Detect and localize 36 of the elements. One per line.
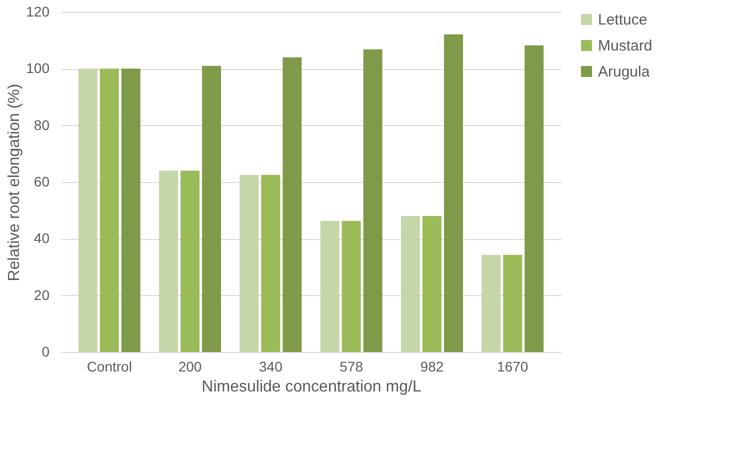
bar — [503, 254, 522, 352]
bar — [400, 216, 420, 352]
x-tick-label: 340 — [259, 358, 283, 374]
bar — [422, 216, 442, 352]
bar — [524, 45, 544, 352]
bar — [100, 68, 119, 352]
y-tick-label: 60 — [34, 174, 50, 190]
bar — [159, 170, 178, 352]
bar — [482, 254, 501, 352]
y-tick-label: 0 — [42, 344, 50, 360]
bar — [240, 174, 259, 352]
x-axis-title: Nimesulide concentration mg/L — [202, 378, 422, 396]
bar — [444, 34, 463, 352]
y-tick-label: 120 — [26, 4, 50, 20]
y-tick-label: 80 — [34, 116, 50, 133]
y-tick-label: 20 — [34, 286, 50, 303]
bar — [282, 57, 302, 352]
bar — [121, 68, 140, 352]
bar — [180, 170, 200, 352]
x-tick-label: 578 — [340, 358, 364, 374]
x-tick-label: 200 — [178, 358, 202, 374]
bar — [261, 174, 280, 352]
x-tick-label: Control — [86, 358, 132, 374]
bar — [363, 49, 382, 352]
y-axis-title: Relative root elongation (%) — [6, 84, 24, 282]
y-tick-label: 40 — [34, 230, 50, 246]
legend-label: Lettuce — [598, 12, 648, 28]
legend-label: Mustard — [598, 38, 652, 54]
x-tick-label: 982 — [420, 358, 444, 374]
bar — [78, 68, 98, 352]
bar — [320, 220, 340, 352]
x-tick-label: 1670 — [497, 358, 528, 374]
y-tick-label: 100 — [26, 60, 50, 76]
legend-label: Arugula — [598, 64, 650, 80]
bar — [202, 66, 222, 352]
bar — [342, 220, 361, 352]
